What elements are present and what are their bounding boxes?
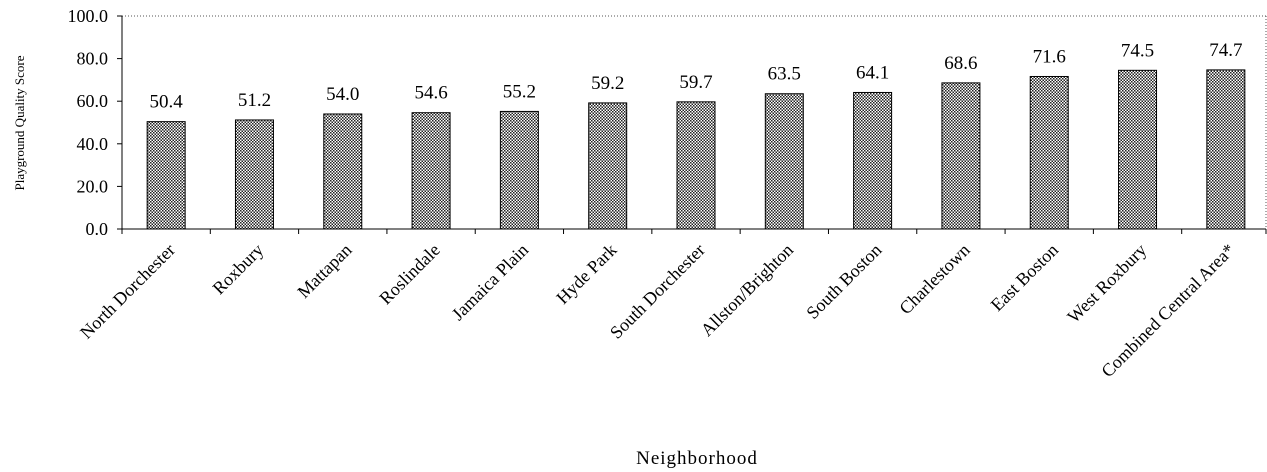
bar [499, 110, 539, 230]
bar [1118, 69, 1158, 230]
category-label: Hyde Park [552, 240, 620, 308]
y-tick-label: 20.0 [77, 176, 109, 196]
data-label: 51.2 [238, 90, 271, 111]
category-label: Roslindale [375, 240, 444, 309]
bar [941, 82, 981, 230]
category-label: Charlestown [895, 240, 973, 318]
bar [853, 91, 893, 230]
data-label: 74.7 [1209, 40, 1242, 61]
category-label: South Boston [802, 240, 885, 323]
plot-area: 0.0 20.0 40.0 60.0 80.0 100.0 50.4 North Dorche… [68, 6, 1267, 381]
category-label: Allston/Brighton [697, 240, 797, 340]
category-label: Roxbury [209, 240, 268, 299]
category-label: West Roxbury [1063, 240, 1150, 327]
data-label: 59.7 [679, 72, 712, 93]
y-tick-label: 80.0 [77, 49, 109, 69]
data-label: 64.1 [856, 62, 889, 83]
y-tick-label: 60.0 [77, 91, 109, 111]
category-label: North Dorchester [76, 240, 179, 343]
bar [676, 101, 716, 230]
category-label: East Boston [987, 240, 1062, 315]
bar [588, 102, 628, 230]
y-tick-label: 40.0 [77, 134, 109, 154]
bar [1029, 75, 1069, 230]
bar [146, 121, 186, 230]
y-tick-label: 100.0 [68, 6, 109, 26]
data-label: 68.6 [944, 53, 977, 74]
data-label: 63.5 [768, 64, 801, 85]
bar [323, 113, 363, 230]
bar [234, 119, 274, 230]
bar [411, 112, 451, 230]
data-label: 54.6 [414, 83, 447, 104]
category-label: Jamaica Plain [448, 240, 532, 324]
y-tick-label: 0.0 [86, 219, 109, 239]
data-label: 50.4 [150, 92, 184, 113]
bar [764, 93, 804, 230]
data-label: 55.2 [503, 81, 536, 102]
category-label: Mattapan [293, 240, 355, 302]
data-label: 59.2 [591, 73, 624, 94]
y-axis-label: Playground Quality Score [12, 55, 27, 190]
data-label: 71.6 [1033, 46, 1066, 67]
bar [1206, 69, 1246, 230]
data-label: 54.0 [326, 84, 359, 105]
category-label: South Dorchester [606, 240, 709, 343]
data-label: 74.5 [1121, 40, 1154, 61]
x-axis-label: Neighborhood [636, 448, 758, 469]
